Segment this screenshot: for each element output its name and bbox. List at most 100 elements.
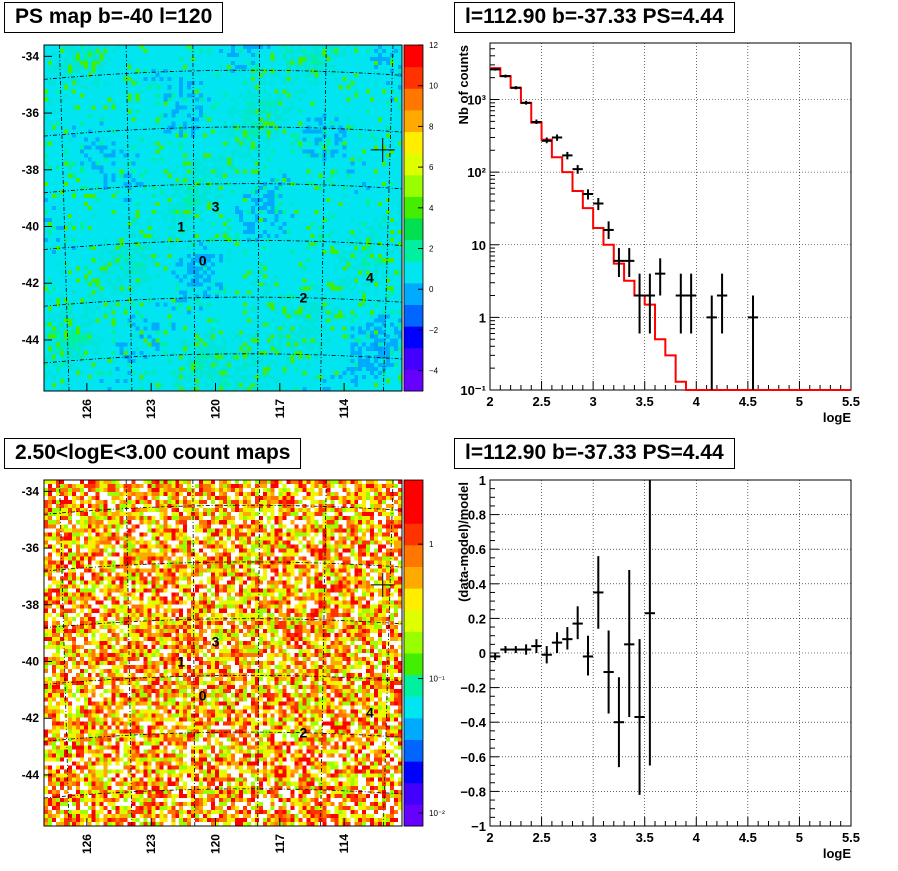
colorbar-frame [403,44,424,392]
map-parallel-line [43,561,403,572]
source-label: 2 [299,724,307,740]
x-tick-label: 5.5 [842,830,860,845]
map-x-tick-label: 123 [144,399,158,419]
colorbar-segment [404,717,423,740]
residual-plot: 2 2.5 3 3.5 4 4.5 5 5.5 1 0.8 0.6 0.4 0.2 0 −0.2 −0.4 −0… [456,473,860,861]
y-tick-label: −0.6 [460,750,486,765]
colorbar-tick-label: 8 [429,122,434,131]
map-parallel-line [43,674,403,685]
colorbar-segment [404,153,423,176]
source-label: 1 [177,219,185,235]
source-label: 3 [212,199,220,215]
colorbar-segment [404,696,423,719]
colorbar-segment [404,782,423,805]
count-map-title: 2.50<logE<3.00 count maps [4,438,302,469]
x-tick-label: 4 [693,830,701,845]
spectrum-frame [489,42,852,391]
map-parallel-line [43,69,403,80]
map-grid [43,44,403,392]
map-meridian-line [192,44,196,392]
colorbar-segment [404,174,423,197]
x-tick-label: 5.5 [842,394,860,409]
map-x-tick-label: 126 [80,834,94,854]
map-frame [43,479,403,827]
y-tick-label: 10⁻¹ [460,383,486,398]
ps-map-heatmap [44,45,402,391]
y-tick-label: 1 [479,310,486,325]
colorbar-segment [404,66,423,89]
source-label: 0 [199,688,207,704]
y-axis-label: (data-model)/model [456,482,471,602]
colorbar-segment [404,674,423,697]
colorbar-segment [404,480,423,503]
colorbar-segment [404,239,423,262]
map-parallel-line [43,296,403,307]
colorbar-segment [404,501,423,524]
map-meridian-line [125,479,133,827]
x-tick-label: 3.5 [636,830,654,845]
x-axis-label: logE [823,846,851,861]
map-meridian-line [257,44,260,392]
x-tick-label: 2.5 [533,394,551,409]
colorbar-segment [404,218,423,241]
map-meridian-line [320,44,327,392]
x-tick-label: 3 [590,830,597,845]
colorbar-segment [404,588,423,611]
map-y-tick-label: -40 [22,220,40,234]
colorbar-segment [404,45,423,68]
spectrum-plot: 2 2.5 3 3.5 4 4.5 5 5.5 10³ 10² 10 1 10⁻¹ logE Nb of c… [456,42,860,425]
model-step-line [490,67,851,391]
map-y-tick-label: -34 [22,484,40,498]
ps-map-title: PS map b=-40 l=120 [4,2,224,33]
colorbar-tick-label: 0 [429,285,434,294]
map-parallel-line [43,618,403,629]
colorbar-segment [404,347,423,370]
source-label: 2 [299,289,307,305]
residual-grid [490,480,851,826]
colorbar-segment [404,196,423,219]
colorbar-segment [404,282,423,305]
map-meridian-line [320,479,327,827]
colorbar-segment [404,304,423,327]
colorbar-tick-label: 4 [429,204,434,213]
colorbar-tick-label: 6 [429,163,434,172]
colorbar-segment [404,804,423,827]
map-y-tick-label: -36 [22,541,40,555]
ps-map-panel: -34 -36 -38 -40 -42 -44 126 123 120 117 114 12 10 8 6 4… [0,0,449,436]
x-tick-label: 4.5 [739,830,757,845]
y-tick-label: 10 [472,238,486,253]
x-tick-label: 2 [486,394,493,409]
colorbar-segment [404,326,423,349]
map-meridian-line [59,479,70,827]
map-meridian-line [192,479,196,827]
x-tick-label: 5 [796,394,803,409]
x-tick-label: 3.5 [636,394,654,409]
count-map-panel: -34 -36 -38 -40 -42 -44 126 123 120 117 114 1 10⁻¹ 10… [0,436,449,871]
x-tick-label: 5 [796,830,803,845]
y-tick-label: −0.4 [460,715,486,730]
y-tick-label: 10³ [467,93,486,108]
colorbar-segment [404,544,423,567]
map-meridian-line [382,479,394,827]
y-tick-label: 0.4 [468,577,487,592]
x-tick-label: 2 [486,830,493,845]
colorbar-segment [404,523,423,546]
colorbar-segment [404,131,423,154]
map-x-tick-label: 117 [273,399,287,419]
y-tick-label: −0.2 [460,681,486,696]
source-label: 4 [366,705,374,721]
map-frame [43,44,403,392]
map-parallel-line [43,788,403,799]
residual-panel: 2 2.5 3 3.5 4 4.5 5 5.5 1 0.8 0.6 0.4 0.2 0 −0.2 −0.4 −0… [449,436,898,871]
colorbar-segment [404,261,423,284]
y-tick-label: −0.8 [460,784,486,799]
colorbar-tick-label: 10 [429,82,438,91]
map-meridian-line [125,44,133,392]
map-colorbar: 12 10 8 6 4 2 0 −2 −4 [403,41,439,392]
colorbar-segment [404,88,423,111]
colorbar-tick-label: 10⁻² [429,809,445,818]
map-x-tick-label: 114 [337,399,351,419]
y-tick-label: −1 [471,819,486,834]
map-y-tick-label: -38 [22,598,40,612]
